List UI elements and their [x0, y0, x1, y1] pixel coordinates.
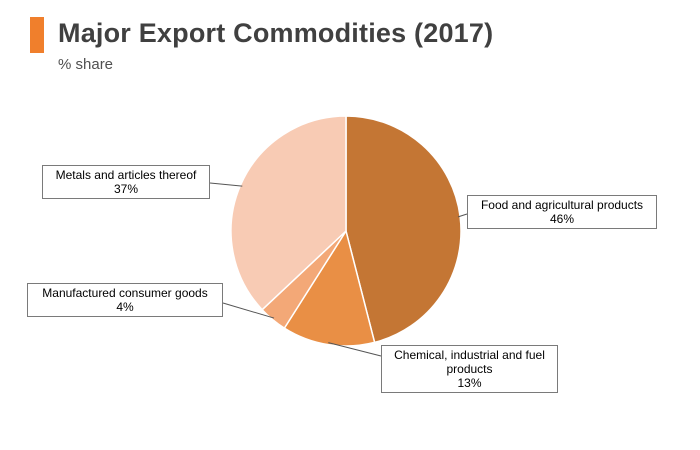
title-accent-bar [30, 17, 44, 53]
leader-line-manufactured [222, 302, 275, 319]
slice-name-metals: Metals and articles thereof [55, 168, 197, 182]
slice-label-manufactured: Manufactured consumer goods 4% [27, 283, 223, 317]
slice-value-chemical: 13% [457, 376, 482, 390]
leader-line-metals [209, 182, 243, 187]
slice-value-manufactured: 4% [116, 300, 134, 314]
slice-value-food: 46% [549, 212, 575, 226]
pie-slice-metals [230, 115, 347, 311]
pie-slice-chemical [283, 229, 376, 347]
slice-label-chemical: Chemical, industrial and fuel products 1… [381, 345, 558, 393]
leader-line-chemical [328, 342, 382, 357]
slice-name-chemical: Chemical, industrial and fuel products [394, 348, 545, 376]
chart-subtitle: % share [58, 56, 114, 73]
slice-label-metals: Metals and articles thereof 37% [42, 165, 210, 199]
slice-label-food: Food and agricultural products 46% [467, 195, 657, 229]
leader-line-food [457, 213, 468, 218]
slice-name-manufactured: Manufactured consumer goods [42, 286, 208, 300]
slice-name-food: Food and agricultural products [480, 198, 644, 212]
slice-value-metals: 37% [113, 182, 139, 196]
chart-title: Major Export Commodities (2017) [58, 18, 494, 48]
